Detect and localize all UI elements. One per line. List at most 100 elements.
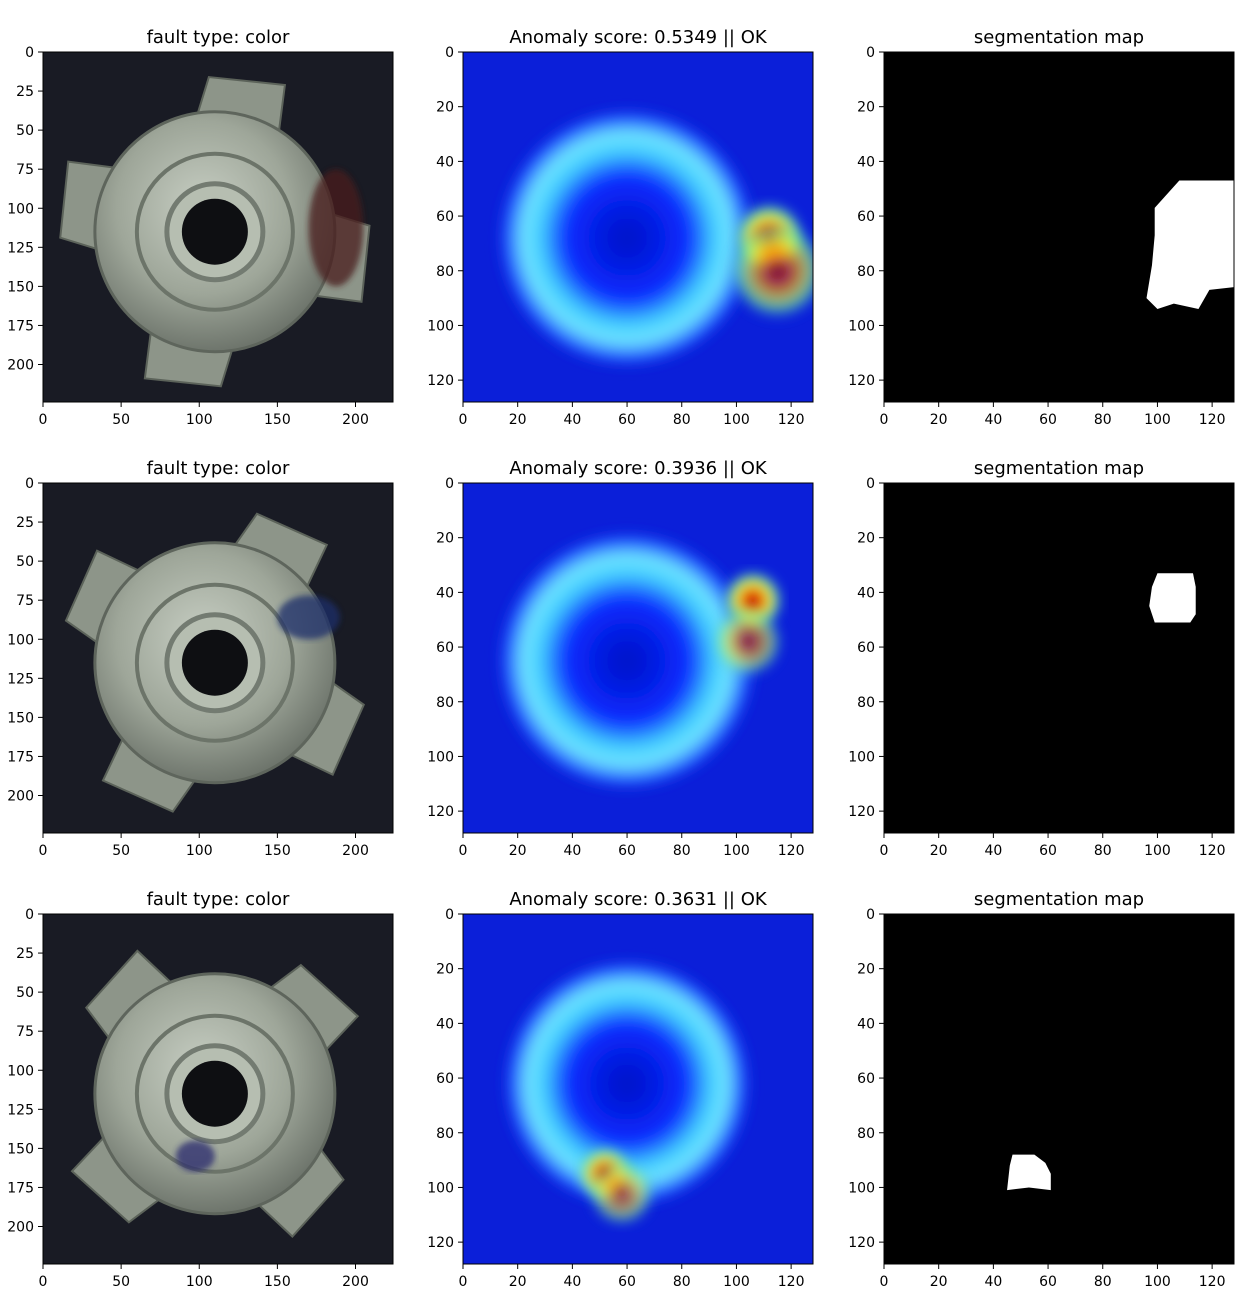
- y-tick-label: 0: [866, 907, 875, 923]
- x-tick-label: 120: [1199, 1274, 1226, 1289]
- panel-r1-c0: fault type: color 0 50 100 150 200 0 25 50 75 100 1…: [7, 458, 394, 859]
- x-tick-label: 100: [1144, 843, 1171, 859]
- x-tick-label: 150: [264, 843, 291, 859]
- x-tick-label: 120: [778, 843, 805, 859]
- axes-frame: [42, 913, 394, 1265]
- y-tick-label: 25: [16, 946, 34, 962]
- y-tick-label: 80: [857, 264, 875, 280]
- x-tick-label: 100: [723, 412, 750, 428]
- x-tick-label: 80: [1094, 412, 1112, 428]
- y-tick-label: 125: [7, 240, 34, 256]
- y-tick-label: 20: [436, 100, 454, 116]
- y-tick-label: 150: [7, 279, 34, 295]
- x-tick-label: 80: [673, 843, 691, 859]
- y-tick-label: 120: [427, 373, 454, 389]
- y-tick-label: 0: [445, 476, 454, 492]
- x-tick-label: 20: [509, 1274, 527, 1289]
- panel-r1-c1: Anomaly score: 0.3936 || OK 0 20 40 60 80 100 1…: [427, 458, 814, 859]
- y-tick-label: 100: [7, 1063, 34, 1079]
- axes-frame: [883, 51, 1235, 403]
- heatmap-layer: [495, 529, 783, 792]
- y-tick-label: 60: [857, 209, 875, 225]
- panel-r0-c0: fault type: color 0 50 100 150 200 0 25 50 75 100 1…: [7, 27, 394, 428]
- y-tick-label: 80: [857, 1126, 875, 1142]
- y-tick-label: 100: [427, 1180, 454, 1196]
- y-tick-label: 75: [16, 162, 34, 178]
- y-tick-label: 100: [427, 749, 454, 765]
- panel-title: segmentation map: [974, 458, 1144, 479]
- y-tick-label: 40: [857, 585, 875, 601]
- x-tick-label: 50: [112, 1274, 130, 1289]
- y-tick-label: 200: [7, 789, 34, 805]
- panel-r0-c1: Anomaly score: 0.5349 || OK 0 20 40 60 80 100 1…: [427, 27, 814, 428]
- x-tick-label: 60: [1039, 843, 1057, 859]
- y-tick-label: 20: [857, 100, 875, 116]
- x-tick-label: 0: [459, 412, 468, 428]
- axes-frame: [462, 482, 814, 834]
- y-tick-label: 50: [16, 985, 34, 1001]
- x-tick-label: 0: [39, 412, 48, 428]
- y-tick-label: 20: [857, 962, 875, 978]
- y-tick-label: 100: [848, 1180, 875, 1196]
- mask-background: [884, 483, 1234, 833]
- y-tick-label: 25: [16, 515, 34, 531]
- x-tick-label: 60: [618, 1274, 636, 1289]
- nut-hole: [181, 1060, 248, 1127]
- x-tick-label: 60: [1039, 412, 1057, 428]
- y-tick-label: 175: [7, 749, 34, 765]
- defect-mark: [175, 1140, 215, 1172]
- y-tick-label: 60: [436, 1071, 454, 1087]
- y-tick-label: 200: [7, 358, 34, 374]
- x-tick-label: 200: [342, 843, 369, 859]
- panel-title: Anomaly score: 0.3631 || OK: [509, 889, 768, 910]
- panel-r2-c1: Anomaly score: 0.3631 || OK 0 20 40 60 80 100 1…: [427, 889, 814, 1289]
- y-tick-label: 120: [427, 804, 454, 820]
- y-tick-label: 0: [866, 45, 875, 61]
- mask-region: [1149, 573, 1196, 623]
- x-tick-label: 100: [1144, 1274, 1171, 1289]
- y-tick-label: 150: [7, 1141, 34, 1157]
- x-tick-label: 60: [618, 843, 636, 859]
- y-tick-label: 60: [436, 640, 454, 656]
- y-tick-label: 20: [857, 531, 875, 547]
- y-tick-label: 100: [848, 318, 875, 334]
- x-tick-label: 100: [186, 412, 213, 428]
- y-tick-label: 0: [25, 45, 34, 61]
- x-tick-label: 150: [264, 412, 291, 428]
- x-tick-label: 120: [1199, 843, 1226, 859]
- panel-title: fault type: color: [147, 27, 290, 48]
- axes-frame: [462, 913, 814, 1265]
- x-tick-label: 80: [673, 1274, 691, 1289]
- axes-frame: [42, 482, 394, 834]
- x-tick-label: 50: [112, 412, 130, 428]
- y-tick-label: 0: [445, 907, 454, 923]
- x-tick-label: 0: [880, 1274, 889, 1289]
- nut-ring: [134, 1013, 295, 1174]
- y-tick-label: 40: [436, 1016, 454, 1032]
- x-tick-label: 50: [112, 843, 130, 859]
- x-tick-label: 80: [1094, 843, 1112, 859]
- x-tick-label: 40: [563, 843, 581, 859]
- x-tick-label: 40: [984, 1274, 1002, 1289]
- heat-hotspot: [728, 221, 813, 320]
- heat-hotspot: [588, 1160, 655, 1226]
- y-tick-label: 20: [436, 531, 454, 547]
- panel-title: fault type: color: [147, 458, 290, 479]
- y-tick-label: 100: [7, 201, 34, 217]
- x-tick-label: 120: [778, 1274, 805, 1289]
- x-tick-label: 60: [618, 412, 636, 428]
- axes-frame: [883, 913, 1235, 1265]
- mask-background: [884, 914, 1234, 1264]
- axes-frame: [883, 482, 1235, 834]
- y-tick-label: 150: [7, 710, 34, 726]
- mask-region: [1007, 1154, 1051, 1191]
- defect-mark: [308, 169, 364, 287]
- y-tick-label: 60: [436, 209, 454, 225]
- y-tick-label: 60: [857, 640, 875, 656]
- panel-r1-c2: segmentation map 0 20 40 60 80 100 120 0 20 40 60 80…: [848, 458, 1235, 859]
- x-tick-label: 100: [186, 1274, 213, 1289]
- x-tick-label: 40: [984, 843, 1002, 859]
- heat-hotspot: [495, 106, 759, 370]
- x-tick-label: 0: [459, 843, 468, 859]
